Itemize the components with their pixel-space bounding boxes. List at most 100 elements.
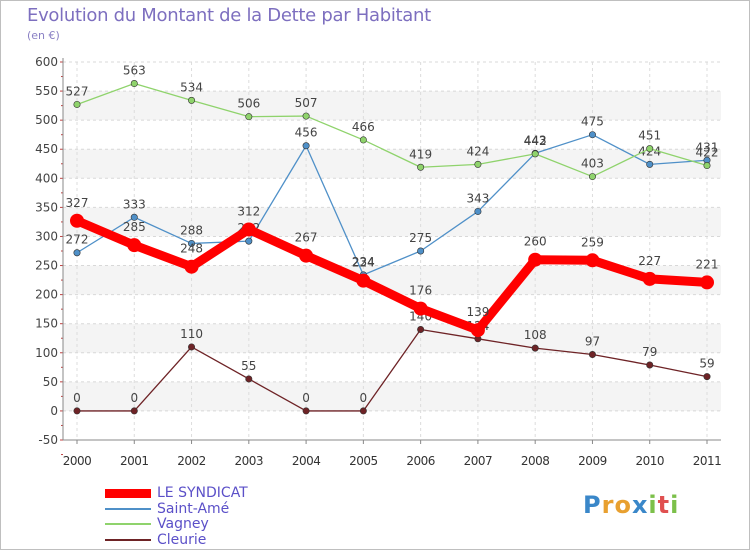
- data-label-vagney: 419: [409, 147, 432, 161]
- data-point-le-syndicat: [642, 271, 657, 286]
- x-tick-label: 2009: [578, 454, 607, 468]
- grid-band: [63, 323, 721, 353]
- data-point-cleurie: [703, 373, 711, 381]
- data-label-saint-am: 288: [180, 223, 203, 237]
- logo-letter: t: [657, 491, 671, 519]
- data-label-vagney: 507: [295, 96, 318, 110]
- data-label-cleurie: 0: [130, 391, 138, 405]
- data-point-cleurie: [531, 344, 539, 352]
- data-point-vagney: [130, 80, 138, 88]
- data-point-le-syndicat: [127, 238, 142, 253]
- data-label-saint-am: 333: [123, 197, 146, 211]
- y-tick-label: 200: [35, 288, 58, 302]
- data-point-cleurie: [646, 361, 654, 369]
- data-label-cleurie: 55: [241, 359, 256, 373]
- data-label-le-syndicat: 285: [123, 220, 146, 234]
- grid-band: [63, 120, 721, 150]
- legend-item-cleurie: Cleurie: [105, 532, 206, 548]
- data-label-saint-am: 431: [696, 140, 719, 154]
- legend-label-saint-ame: Saint-Amé: [157, 501, 230, 517]
- data-label-le-syndicat: 248: [180, 242, 203, 256]
- data-label-cleurie: 0: [302, 391, 310, 405]
- x-tick-label: 2003: [235, 454, 264, 468]
- data-label-cleurie: 108: [524, 328, 547, 342]
- y-tick-label: 150: [35, 317, 58, 331]
- series-line-le-syndicat: [72, 216, 712, 335]
- data-point-le-syndicat: [585, 253, 600, 268]
- data-point-saint-am: [130, 213, 138, 221]
- data-label-le-syndicat: 259: [581, 235, 604, 249]
- grid-band: [63, 352, 721, 382]
- data-label-saint-am: 343: [466, 191, 489, 205]
- data-point-vagney: [474, 160, 482, 168]
- y-tick-label: 350: [35, 200, 58, 214]
- x-tick-label: 2004: [292, 454, 321, 468]
- logo-letter: r: [601, 491, 615, 519]
- logo-letter: i: [670, 491, 680, 519]
- y-tick-label: 550: [35, 84, 58, 98]
- data-point-cleurie: [588, 351, 596, 359]
- data-point-cleurie: [245, 375, 253, 383]
- y-tick-label: 400: [35, 171, 58, 185]
- y-tick-label: 450: [35, 142, 58, 156]
- data-label-vagney: 442: [524, 134, 547, 148]
- legend-item-le-syndicat: LE SYNDICAT: [105, 485, 248, 501]
- legend-label-le-syndicat: LE SYNDICAT: [157, 485, 248, 501]
- chart-title: Evolution du Montant de la Dette par Hab…: [27, 5, 431, 26]
- legend-item-saint-ame: Saint-Amé: [105, 501, 229, 517]
- legend-swatch-saint-ame: [105, 508, 151, 510]
- data-label-le-syndicat: 176: [409, 284, 432, 298]
- data-label-vagney: 534: [180, 80, 203, 94]
- data-label-saint-am: 456: [295, 126, 318, 140]
- data-label-le-syndicat: 260: [524, 235, 547, 249]
- data-label-cleurie: 110: [180, 327, 203, 341]
- grid-band: [63, 410, 721, 440]
- y-tick-label: 100: [35, 346, 58, 360]
- data-point-le-syndicat: [299, 248, 314, 263]
- data-label-cleurie: 79: [642, 345, 657, 359]
- x-tick-label: 2006: [406, 454, 435, 468]
- grid-band: [63, 381, 721, 411]
- data-label-saint-am: 275: [409, 231, 432, 245]
- data-point-le-syndicat: [184, 259, 199, 274]
- data-point-cleurie: [417, 326, 425, 334]
- data-point-saint-am: [188, 239, 196, 247]
- data-label-le-syndicat: 227: [638, 254, 661, 268]
- data-point-cleurie: [359, 407, 367, 415]
- data-label-vagney: 527: [66, 84, 89, 98]
- data-label-vagney: 403: [581, 157, 604, 171]
- data-label-cleurie: 0: [73, 391, 81, 405]
- x-tick-label: 2010: [635, 454, 664, 468]
- data-point-vagney: [646, 145, 654, 153]
- legend-swatch-vagney: [105, 523, 151, 525]
- x-tick-label: 2008: [521, 454, 550, 468]
- data-label-saint-am: 443: [524, 133, 547, 147]
- data-label-le-syndicat: 221: [696, 257, 719, 271]
- x-tick-label: 2005: [349, 454, 378, 468]
- data-point-saint-am: [474, 207, 482, 215]
- data-point-le-syndicat: [241, 222, 256, 237]
- series-line-vagney: [76, 82, 708, 178]
- legend-item-vagney: Vagney: [105, 516, 209, 532]
- data-point-le-syndicat: [70, 213, 84, 228]
- grid-band: [63, 62, 721, 92]
- data-label-saint-am: 272: [66, 233, 89, 247]
- data-point-saint-am: [302, 142, 310, 150]
- data-point-le-syndicat: [528, 252, 543, 267]
- data-label-cleurie: 59: [699, 357, 714, 371]
- data-point-vagney: [588, 173, 596, 181]
- data-label-vagney: 424: [466, 144, 489, 158]
- series-line-saint-am: [76, 134, 708, 276]
- grid-band: [63, 91, 721, 121]
- data-point-cleurie: [302, 407, 310, 415]
- legend-label-cleurie: Cleurie: [157, 532, 207, 548]
- data-point-vagney: [417, 163, 425, 171]
- data-label-le-syndicat: 267: [295, 231, 318, 245]
- logo-letter: o: [614, 491, 632, 519]
- data-point-saint-am: [73, 249, 81, 257]
- legend-swatch-le-syndicat: [105, 488, 151, 498]
- data-point-vagney: [359, 136, 367, 144]
- data-label-cleurie: 97: [585, 335, 600, 349]
